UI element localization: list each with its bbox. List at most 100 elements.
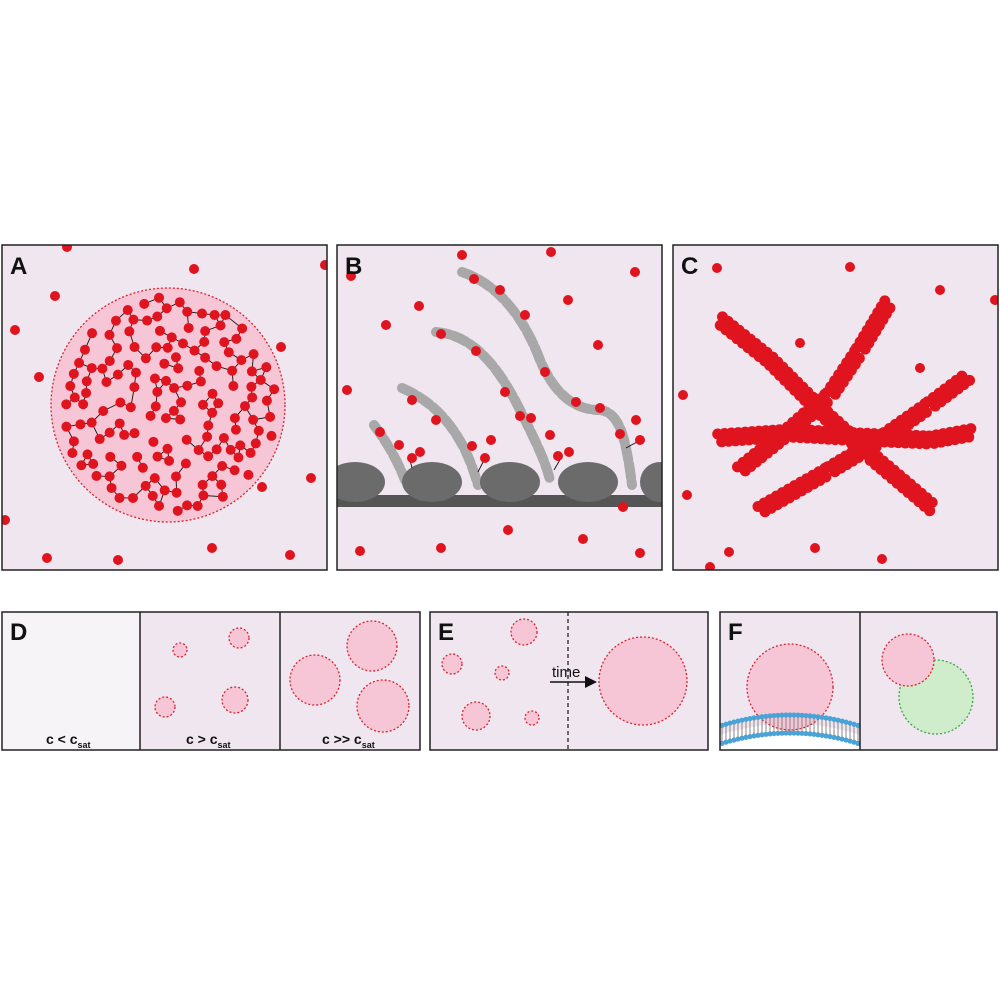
lipid-head (855, 722, 860, 728)
lipid-head (803, 712, 809, 719)
fibril-network (712, 295, 977, 518)
lipid-head (723, 721, 729, 727)
lipid-head (783, 712, 789, 718)
lipid-head (835, 735, 841, 741)
condensate-particle (220, 310, 231, 321)
condensate-particle (198, 490, 209, 501)
panel-a-label: A (10, 253, 27, 280)
particle (593, 340, 603, 350)
particle (545, 430, 555, 440)
lipid-head (807, 731, 813, 737)
lipid-head (791, 712, 797, 718)
condensate-particle (124, 326, 135, 337)
particle (678, 390, 688, 400)
panel-b (337, 245, 662, 570)
coarsened-droplet (598, 636, 688, 726)
condensate-particle (189, 345, 200, 356)
fibril-subunit (821, 397, 833, 409)
condensate-particle (81, 376, 92, 387)
condensate-particle (211, 444, 222, 455)
condensate-particle (159, 485, 170, 496)
panel-e-frame (429, 611, 709, 751)
particle (407, 453, 417, 463)
condensate-particle (247, 392, 258, 403)
panel-f-frame (719, 611, 998, 751)
condensate-particle (216, 479, 227, 490)
condensate-particle (227, 365, 238, 376)
lipid-head (831, 716, 837, 722)
condensate-particle (86, 363, 97, 374)
wetting-droplet (746, 643, 834, 731)
condensate-particle (164, 455, 175, 466)
condensate-particle (105, 451, 116, 462)
particle (415, 447, 425, 457)
fibril-subunit (965, 423, 977, 435)
lipid-head (727, 738, 733, 744)
condensate-particle (182, 500, 193, 511)
condensate-particle (110, 315, 121, 326)
condensate-particle (112, 343, 123, 354)
condensate-particle (265, 411, 276, 422)
particle (471, 346, 481, 356)
fibril-subunit (879, 295, 891, 307)
lipid-head (835, 717, 841, 723)
condensate-particle (217, 461, 228, 472)
particle (467, 441, 477, 451)
large-droplets (289, 620, 410, 733)
condensate-particle (154, 325, 165, 336)
panel-b-label: B (345, 253, 362, 280)
condensate-particle (171, 487, 182, 498)
condensate-particle (68, 368, 79, 379)
condensate-particle (115, 397, 126, 408)
condensate-particle (213, 398, 224, 409)
particle (375, 427, 385, 437)
lipid-head (743, 734, 749, 740)
condensate-particle (199, 336, 210, 347)
particle (935, 285, 945, 295)
dilute-particle (2, 515, 10, 525)
condensate-particle (76, 460, 87, 471)
dilute-particle (50, 291, 60, 301)
particle (495, 285, 505, 295)
particle (682, 490, 692, 500)
particle (877, 554, 887, 564)
particle (795, 338, 805, 348)
lipid-head (751, 715, 757, 721)
condensate-particle (245, 447, 256, 458)
fibril-subunit (870, 441, 882, 453)
particle (503, 525, 513, 535)
condensate-particles (61, 292, 280, 516)
condensate-particle (233, 452, 244, 463)
condensate-particle (207, 407, 218, 418)
lipid-head (775, 730, 781, 736)
condensate-particle (211, 361, 222, 372)
condensate-particle (140, 480, 151, 491)
particle (630, 267, 640, 277)
condensate-particle (217, 491, 228, 502)
particle (564, 447, 574, 457)
condensate-particle (240, 401, 251, 412)
condensate-particle (193, 445, 204, 456)
condensate-particle (183, 322, 194, 333)
condensate-particle (266, 430, 277, 441)
dilute-particle (306, 473, 316, 483)
condensate-particle (149, 373, 160, 384)
condensate-particle (68, 436, 79, 447)
condensate-particle (151, 342, 162, 353)
condensate-particle (200, 352, 211, 363)
panel-d-frame (1, 611, 421, 751)
fibril-subunit (820, 471, 832, 483)
lipid-head (735, 718, 741, 724)
vesicle-interior (720, 723, 860, 750)
particle (469, 274, 479, 284)
lipid-head (743, 716, 749, 722)
particle (705, 562, 715, 570)
particle (394, 440, 404, 450)
particle (571, 397, 581, 407)
lipid-head (811, 713, 817, 719)
condensate-particle (94, 434, 105, 445)
condensate-particle (101, 377, 112, 388)
panel-b-frame (336, 244, 663, 571)
particle (346, 271, 356, 281)
particle (486, 435, 496, 445)
